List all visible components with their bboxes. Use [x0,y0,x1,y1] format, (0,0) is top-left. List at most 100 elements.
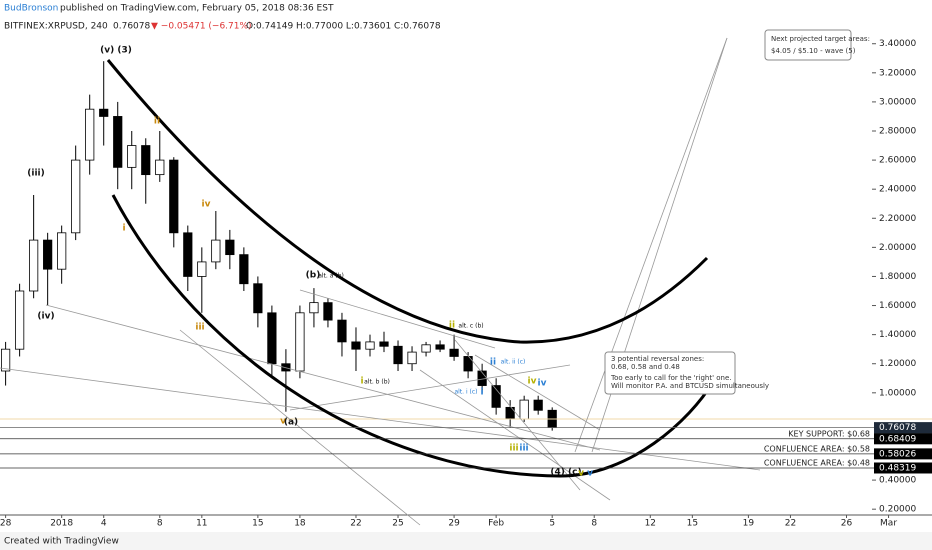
candle-body [449,348,459,357]
candle-body [113,116,123,168]
trend-lines [0,37,761,526]
wave-label: iv [202,200,211,210]
arcs [106,59,715,478]
y-tick-label: 3.20000 [879,68,916,78]
candle-body [463,356,473,372]
wave-label: v [587,469,593,479]
wave-label: v [280,417,286,427]
x-tick-label: 12 [645,519,656,529]
x-tick-label: 8 [591,519,597,529]
wave-label: (a) [284,418,298,428]
x-tick-label: 8 [157,519,163,529]
candle-body [155,159,165,176]
wave-label: alt. b (b) [364,379,390,386]
level-note: CONFLUENCE AREA: $0.58 [764,444,870,453]
candle-body [211,239,221,263]
candle-body [99,108,109,117]
y-tick-label: 1.60000 [879,301,916,311]
x-tick-label: 25 [392,519,403,529]
y-tick-label: 2.60000 [879,156,916,166]
candle-body [407,351,417,365]
wave-label: alt. a (b) [318,273,344,280]
x-tick-label: Mar [880,519,897,529]
x-tick-label: 22 [785,519,796,529]
wave-label: (4) (c) [550,468,581,478]
price-badge [874,448,932,460]
candle-body [85,108,95,161]
note-text: Too early to call for the 'right' one. [610,374,732,382]
wave-label: (b) [306,271,321,281]
candle-body [379,341,389,347]
reversal-callout: 3 potential reversal zones: 0.68, 0.58 a… [604,351,769,395]
wave-label: iv [528,377,537,387]
price-badge-label: 0.68409 [879,434,916,444]
y-tick-label: 1.40000 [879,330,916,340]
candle-body [351,341,361,350]
price-badge-label: 0.48319 [879,463,916,473]
x-tick-label: 5 [549,519,555,529]
wave-label: iv [538,379,547,389]
candle-body [141,145,151,176]
x-tick-label: 22 [350,519,361,529]
note-text: 0.68, 0.58 and 0.48 [611,363,680,371]
candle-body [519,399,529,420]
x-tick-label: 28 [0,519,12,529]
x-tick-label: 26 [841,519,853,529]
y-tick-label: 2.20000 [879,214,916,224]
footer-bar [0,532,932,550]
candle-body [239,254,249,285]
x-tick-label: Feb [488,519,504,529]
ohlc: O:0.74149 H:0.77000 L:0.73601 C:0.76078 [246,22,441,32]
x-tick-label: 19 [743,519,755,529]
wave-label: i [360,377,363,387]
wave-label: iii [195,323,204,333]
candle-body [533,399,543,411]
x-tick-label: 11 [196,519,207,529]
change: ▼ −0.05471 (−6.71%) [151,22,252,32]
level-note: KEY SUPPORT: $0.68 [788,429,870,438]
price-badge-label: 0.76078 [879,423,916,433]
candle-body [183,232,193,277]
x-tick-label: 15 [687,519,698,529]
price-badge [874,433,932,445]
x-tick-label: 4 [101,519,107,529]
wave-label: (v) (3) [100,46,132,56]
publisher[interactable]: BudBronson [4,4,58,14]
candle-body [421,344,431,353]
candle-body [57,232,67,270]
y-tick-label: 2.80000 [879,127,916,137]
x-tick-label: 2018 [50,519,73,529]
last-price: 0.76078 [113,22,150,32]
candle-body [15,290,25,350]
y-tick-label: 1.20000 [879,359,916,369]
candle-body [43,239,53,270]
candle-body [365,341,375,350]
price-badge [874,422,932,434]
price-badge-label: 0.58026 [879,449,916,459]
symbol: BITFINEX:XRPUSD, 240 [4,22,108,32]
candle-body [197,261,207,277]
x-tick-label: 29 [448,519,460,529]
y-tick-label: 3.40000 [879,39,916,49]
note-text: $4.05 / $5.10 - wave (5) [771,47,856,55]
wave-label: iii [509,444,518,454]
candle-body [225,239,235,256]
candle-body [435,344,445,350]
level-note: CONFLUENCE AREA: $0.48 [764,458,870,467]
note-text: Will monitor P.A. and BTCUSD simultaneou… [611,382,769,390]
published: published on TradingView.com, February 0… [60,4,334,14]
wave-label: ii [449,321,455,331]
wave-label: (iii) [27,169,44,179]
candle-body [491,385,501,408]
price-badge [874,462,932,474]
y-tick-label: 2.40000 [879,185,916,195]
candle-body [1,348,11,372]
wave-label: v [578,469,584,479]
note-text: 3 potential reversal zones: [611,355,704,363]
footer: Created with TradingView [4,537,119,547]
candle-body [337,319,347,343]
candle-body [253,283,263,314]
x-tick-label: 18 [294,519,306,529]
target-callout: Next projected target areas: $4.05 / $5.… [764,29,870,61]
